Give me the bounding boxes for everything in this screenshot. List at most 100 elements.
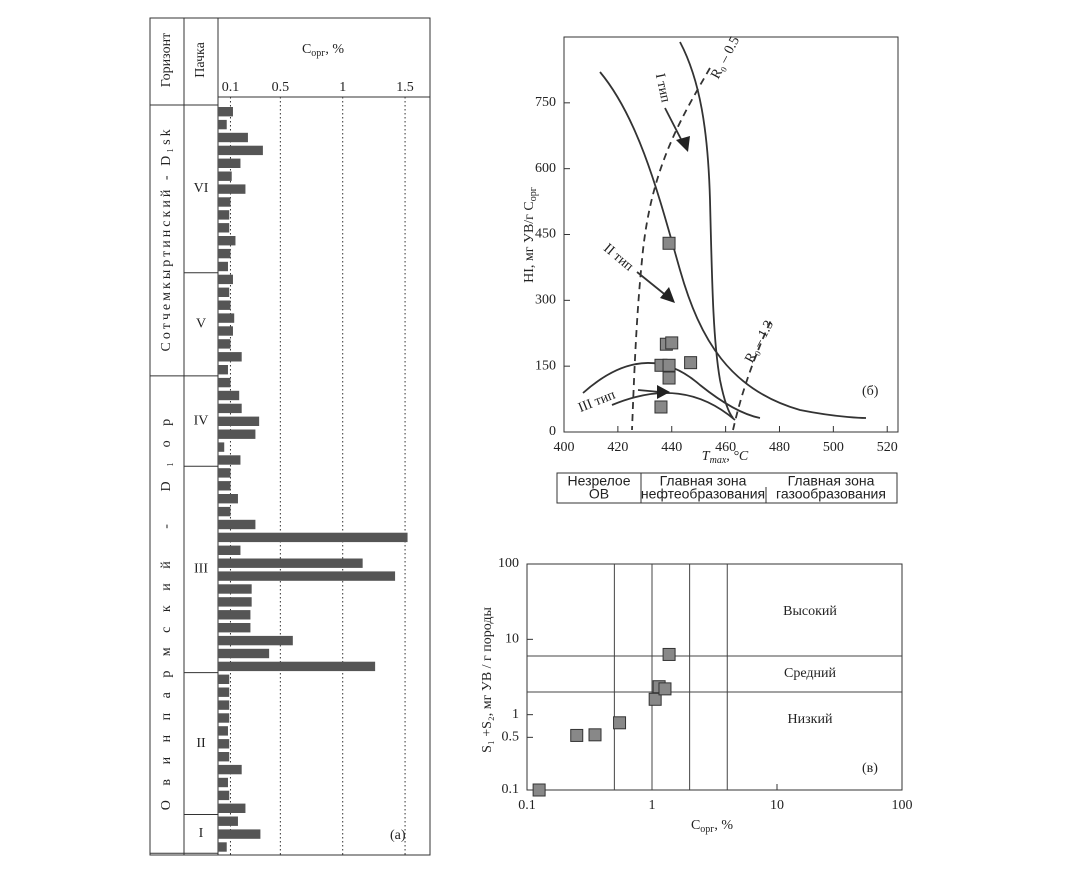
bar bbox=[218, 236, 236, 246]
bar bbox=[218, 442, 225, 452]
y-tick-label: 1 bbox=[512, 707, 519, 722]
zone-label: Низкий bbox=[788, 712, 833, 727]
arrow-head bbox=[676, 136, 690, 152]
x-tick-label: 460 bbox=[715, 440, 736, 455]
bar bbox=[218, 223, 230, 233]
bar bbox=[218, 145, 263, 156]
x-tick-label: 520 bbox=[877, 440, 898, 455]
bar bbox=[218, 197, 231, 207]
bar bbox=[218, 842, 227, 852]
label-text: HI, мг УВ/г C bbox=[522, 201, 537, 283]
label-text: C bbox=[302, 42, 311, 57]
arrow-head bbox=[657, 385, 670, 399]
y-tick-label: 300 bbox=[535, 293, 556, 308]
unit-label: V bbox=[196, 317, 206, 332]
bar bbox=[218, 803, 246, 813]
bar bbox=[218, 287, 230, 297]
plot-frame bbox=[526, 563, 903, 791]
data-point bbox=[662, 236, 676, 250]
r0-13-line bbox=[732, 317, 773, 431]
data-point bbox=[532, 783, 546, 797]
y-tick-label: 0.5 bbox=[502, 730, 520, 745]
bar bbox=[218, 777, 228, 788]
bar bbox=[218, 261, 228, 272]
y-tick-label: 600 bbox=[535, 161, 556, 176]
bar bbox=[218, 107, 233, 117]
annotation: R₀ – 1.3 bbox=[742, 318, 777, 365]
column-header: Горизонт bbox=[159, 33, 174, 87]
data-point bbox=[648, 692, 662, 706]
bar bbox=[218, 313, 235, 323]
x-tick-label: 420 bbox=[607, 440, 628, 455]
bar bbox=[218, 558, 363, 568]
zone-strip bbox=[556, 472, 898, 504]
annotation: II тип bbox=[600, 241, 636, 275]
bar bbox=[218, 661, 376, 672]
y-tick-label: 150 bbox=[535, 358, 556, 373]
bar bbox=[218, 700, 230, 710]
label-subscript: орг bbox=[528, 187, 539, 201]
axis-label: HI, мг УВ/г Cорг bbox=[522, 187, 539, 283]
bar bbox=[218, 584, 252, 594]
x-tick-label: 100 bbox=[892, 798, 913, 813]
zone-label: нефтеобразования bbox=[641, 486, 765, 502]
x-tick-label: 0.1 bbox=[518, 798, 536, 813]
plot-frame bbox=[563, 36, 899, 433]
data-point bbox=[588, 728, 602, 742]
bar bbox=[218, 829, 261, 839]
axis-label: S₁ +S₂, мг УВ / г породы bbox=[480, 606, 495, 752]
x-tick-label: 10 bbox=[770, 798, 784, 813]
bar bbox=[218, 532, 408, 543]
bar bbox=[218, 752, 230, 762]
panel-label: (б) bbox=[862, 384, 879, 399]
x-tick-label: 0.1 bbox=[222, 80, 240, 95]
y-tick-label: 750 bbox=[535, 95, 556, 110]
data-point bbox=[654, 400, 668, 414]
label-subscript: max bbox=[710, 455, 727, 466]
data-point bbox=[570, 728, 584, 742]
bar bbox=[218, 390, 240, 401]
bar bbox=[218, 610, 251, 620]
zone-label: Высокий bbox=[783, 604, 837, 619]
r0-05-line bbox=[631, 67, 711, 431]
data-point bbox=[613, 716, 627, 730]
bar bbox=[218, 648, 270, 659]
x-tick-label: 480 bbox=[769, 440, 790, 455]
zone-label: ОВ bbox=[589, 486, 609, 502]
bar bbox=[218, 210, 230, 220]
label-text: C bbox=[691, 818, 700, 833]
bar bbox=[218, 339, 231, 349]
bar bbox=[218, 674, 230, 684]
zone-label: газообразования bbox=[776, 486, 886, 502]
x-tick-label: 400 bbox=[554, 440, 575, 455]
type-iii-curve bbox=[582, 362, 761, 419]
x-tick-label: 440 bbox=[661, 440, 682, 455]
y-tick-label: 100 bbox=[498, 556, 519, 571]
bar bbox=[218, 184, 246, 194]
type-i-boundary bbox=[679, 41, 734, 419]
y-tick-label: 0.1 bbox=[502, 782, 520, 797]
bar bbox=[218, 377, 231, 388]
bar bbox=[218, 597, 252, 607]
label-suffix: , % bbox=[325, 42, 344, 57]
bar bbox=[218, 481, 231, 491]
y-tick-label: 450 bbox=[535, 227, 556, 242]
type-i-curve bbox=[599, 71, 867, 419]
annotation: I тип bbox=[652, 72, 673, 104]
bar bbox=[218, 494, 238, 504]
bar bbox=[218, 274, 233, 285]
bar bbox=[218, 365, 228, 375]
panel-a-frame bbox=[149, 17, 431, 856]
bar bbox=[218, 713, 230, 723]
y-tick-label: 0 bbox=[549, 424, 556, 439]
data-point bbox=[665, 336, 679, 350]
bar bbox=[218, 158, 241, 168]
column-header: Пачка bbox=[193, 41, 208, 77]
bar bbox=[218, 429, 256, 439]
unit-label: VI bbox=[194, 181, 209, 196]
label-suffix: , °C bbox=[726, 449, 749, 464]
horizon-label: Сотчемкыртинский - D₁sk bbox=[159, 129, 174, 351]
x-tick-label: 1 bbox=[649, 798, 656, 813]
bar bbox=[218, 726, 228, 736]
